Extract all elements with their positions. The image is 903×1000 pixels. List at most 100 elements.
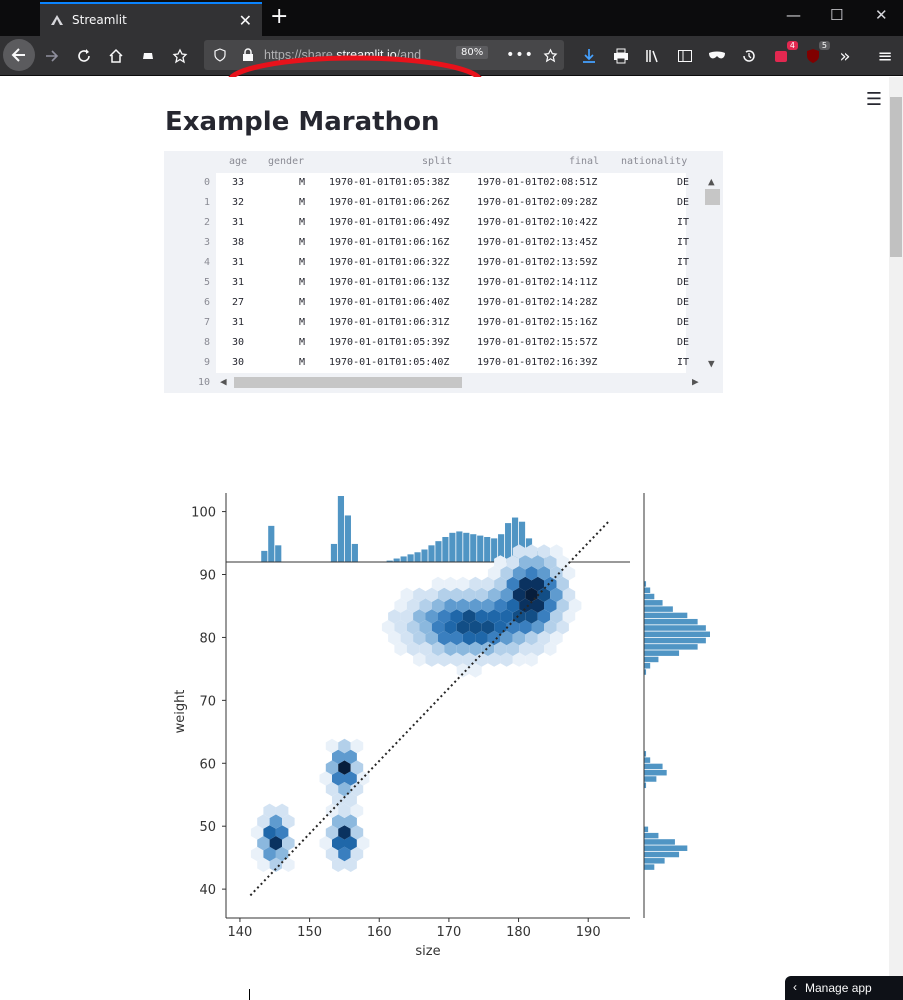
- forward-icon[interactable]: [40, 44, 64, 68]
- close-tab-icon[interactable]: ✕: [238, 11, 252, 30]
- data-frame[interactable]: age gender split final nationality 0 1 2 3 4…: [164, 151, 723, 393]
- cell-nationality[interactable]: IT: [677, 217, 690, 228]
- address-bar[interactable]: https://share.streamlit.io/and 80% •••: [204, 40, 564, 70]
- back-icon[interactable]: [3, 39, 35, 71]
- cell-split[interactable]: 1970-01-01T01:06:16Z: [329, 237, 450, 248]
- cell-split[interactable]: 1970-01-01T01:05:38Z: [329, 177, 450, 188]
- bookmark-page-icon[interactable]: [538, 43, 562, 67]
- column-header-final[interactable]: final: [569, 156, 600, 167]
- cell-split[interactable]: 1970-01-01T01:05:40Z: [329, 357, 450, 368]
- hexbin-cell: [431, 620, 445, 635]
- scroll-up-icon[interactable]: ▲: [708, 175, 715, 188]
- cell-age[interactable]: 31: [232, 277, 245, 288]
- cell-final[interactable]: 1970-01-01T02:10:42Z: [477, 217, 598, 228]
- cell-gender[interactable]: M: [299, 337, 306, 348]
- url-text[interactable]: https://share.streamlit.io/and: [264, 48, 444, 62]
- hexbin-cell: [531, 641, 544, 656]
- ublock-icon[interactable]: 5: [801, 41, 830, 68]
- print-icon[interactable]: [609, 44, 633, 68]
- cell-split[interactable]: 1970-01-01T01:06:31Z: [329, 317, 450, 328]
- cell-split[interactable]: 1970-01-01T01:06:13Z: [329, 277, 450, 288]
- manage-app-button[interactable]: ‹ Manage app: [785, 976, 903, 1000]
- addon-red-icon[interactable]: 4: [769, 41, 798, 68]
- cell-final[interactable]: 1970-01-01T02:15:16Z: [477, 317, 598, 328]
- cell-nationality[interactable]: IT: [677, 237, 690, 248]
- minimize-icon[interactable]: —: [786, 6, 801, 24]
- app-menu-icon[interactable]: ☰: [865, 89, 882, 110]
- data-frame-horizontal-thumb[interactable]: [234, 377, 462, 388]
- bookmark-star-icon[interactable]: [168, 44, 192, 68]
- cell-age[interactable]: 31: [232, 217, 245, 228]
- cell-gender[interactable]: M: [299, 357, 306, 368]
- page-scrollbar-thumb[interactable]: [890, 97, 902, 257]
- cell-final[interactable]: 1970-01-01T02:15:57Z: [477, 337, 598, 348]
- library-icon[interactable]: [641, 44, 665, 68]
- cell-gender[interactable]: M: [299, 217, 306, 228]
- cell-age[interactable]: 30: [232, 337, 245, 348]
- cell-age[interactable]: 31: [232, 317, 245, 328]
- cell-split[interactable]: 1970-01-01T01:06:32Z: [329, 257, 450, 268]
- tab-streamlit[interactable]: Streamlit ✕: [40, 2, 262, 36]
- column-header-gender[interactable]: gender: [268, 156, 305, 167]
- page-scrollbar[interactable]: [889, 77, 903, 1000]
- zoom-level[interactable]: 80%: [456, 46, 489, 59]
- reload-icon[interactable]: [72, 44, 96, 68]
- hexbin-cell: [388, 630, 401, 646]
- cell-nationality[interactable]: IT: [677, 357, 690, 368]
- cell-age[interactable]: 32: [232, 197, 245, 208]
- cell-age[interactable]: 31: [232, 257, 245, 268]
- cell-age[interactable]: 38: [232, 237, 245, 248]
- column-header-split[interactable]: split: [422, 156, 453, 167]
- data-frame-vertical-scrollbar[interactable]: [704, 173, 723, 373]
- scroll-down-icon[interactable]: ▼: [708, 357, 715, 370]
- cell-gender[interactable]: M: [299, 177, 306, 188]
- cell-final[interactable]: 1970-01-01T02:14:11Z: [477, 277, 598, 288]
- cell-gender[interactable]: M: [299, 197, 306, 208]
- menu-icon[interactable]: ≡: [877, 45, 893, 67]
- hexbin-cell: [332, 792, 345, 808]
- cell-final[interactable]: 1970-01-01T02:16:39Z: [477, 357, 598, 368]
- page-actions-icon[interactable]: •••: [506, 47, 534, 63]
- cell-split[interactable]: 1970-01-01T01:05:39Z: [329, 337, 450, 348]
- shield-icon[interactable]: [208, 43, 232, 67]
- cell-final[interactable]: 1970-01-01T02:08:51Z: [477, 177, 598, 188]
- cell-nationality[interactable]: DE: [677, 297, 690, 308]
- cell-nationality[interactable]: DE: [677, 317, 690, 328]
- cell-nationality[interactable]: DE: [677, 177, 690, 188]
- cell-final[interactable]: 1970-01-01T02:14:28Z: [477, 297, 598, 308]
- cell-nationality[interactable]: IT: [677, 257, 690, 268]
- reader-view-icon[interactable]: [673, 44, 697, 68]
- cell-gender[interactable]: M: [299, 237, 306, 248]
- cell-split[interactable]: 1970-01-01T01:06:26Z: [329, 197, 450, 208]
- cell-nationality[interactable]: DE: [677, 337, 690, 348]
- home-icon[interactable]: [104, 44, 128, 68]
- cell-gender[interactable]: M: [299, 277, 306, 288]
- download-icon[interactable]: [577, 44, 601, 68]
- overflow-chevron-icon[interactable]: »: [839, 45, 851, 67]
- cell-final[interactable]: 1970-01-01T02:13:59Z: [477, 257, 598, 268]
- window-close-icon[interactable]: ✕: [875, 6, 888, 24]
- cell-split[interactable]: 1970-01-01T01:06:49Z: [329, 217, 450, 228]
- cell-nationality[interactable]: DE: [677, 277, 690, 288]
- extension-icon[interactable]: [136, 44, 160, 68]
- cell-gender[interactable]: M: [299, 257, 306, 268]
- cell-gender[interactable]: M: [299, 317, 306, 328]
- cell-split[interactable]: 1970-01-01T01:06:40Z: [329, 297, 450, 308]
- scroll-left-icon[interactable]: ◀: [220, 375, 227, 388]
- cell-age[interactable]: 33: [232, 177, 245, 188]
- mask-icon[interactable]: [705, 44, 729, 68]
- maximize-icon[interactable]: ☐: [830, 6, 844, 24]
- cell-nationality[interactable]: DE: [677, 197, 690, 208]
- cell-final[interactable]: 1970-01-01T02:13:45Z: [477, 237, 598, 248]
- lock-icon[interactable]: [236, 43, 260, 67]
- scroll-right-icon[interactable]: ▶: [692, 375, 699, 388]
- cell-gender[interactable]: M: [299, 297, 306, 308]
- cell-final[interactable]: 1970-01-01T02:09:28Z: [477, 197, 598, 208]
- data-frame-vertical-thumb[interactable]: [705, 189, 720, 205]
- cell-age[interactable]: 27: [232, 297, 245, 308]
- new-tab-icon[interactable]: +: [270, 4, 289, 29]
- column-header-age[interactable]: age: [229, 156, 248, 167]
- history-icon[interactable]: [737, 44, 761, 68]
- column-header-nationality[interactable]: nationality: [621, 156, 688, 167]
- cell-age[interactable]: 30: [232, 357, 245, 368]
